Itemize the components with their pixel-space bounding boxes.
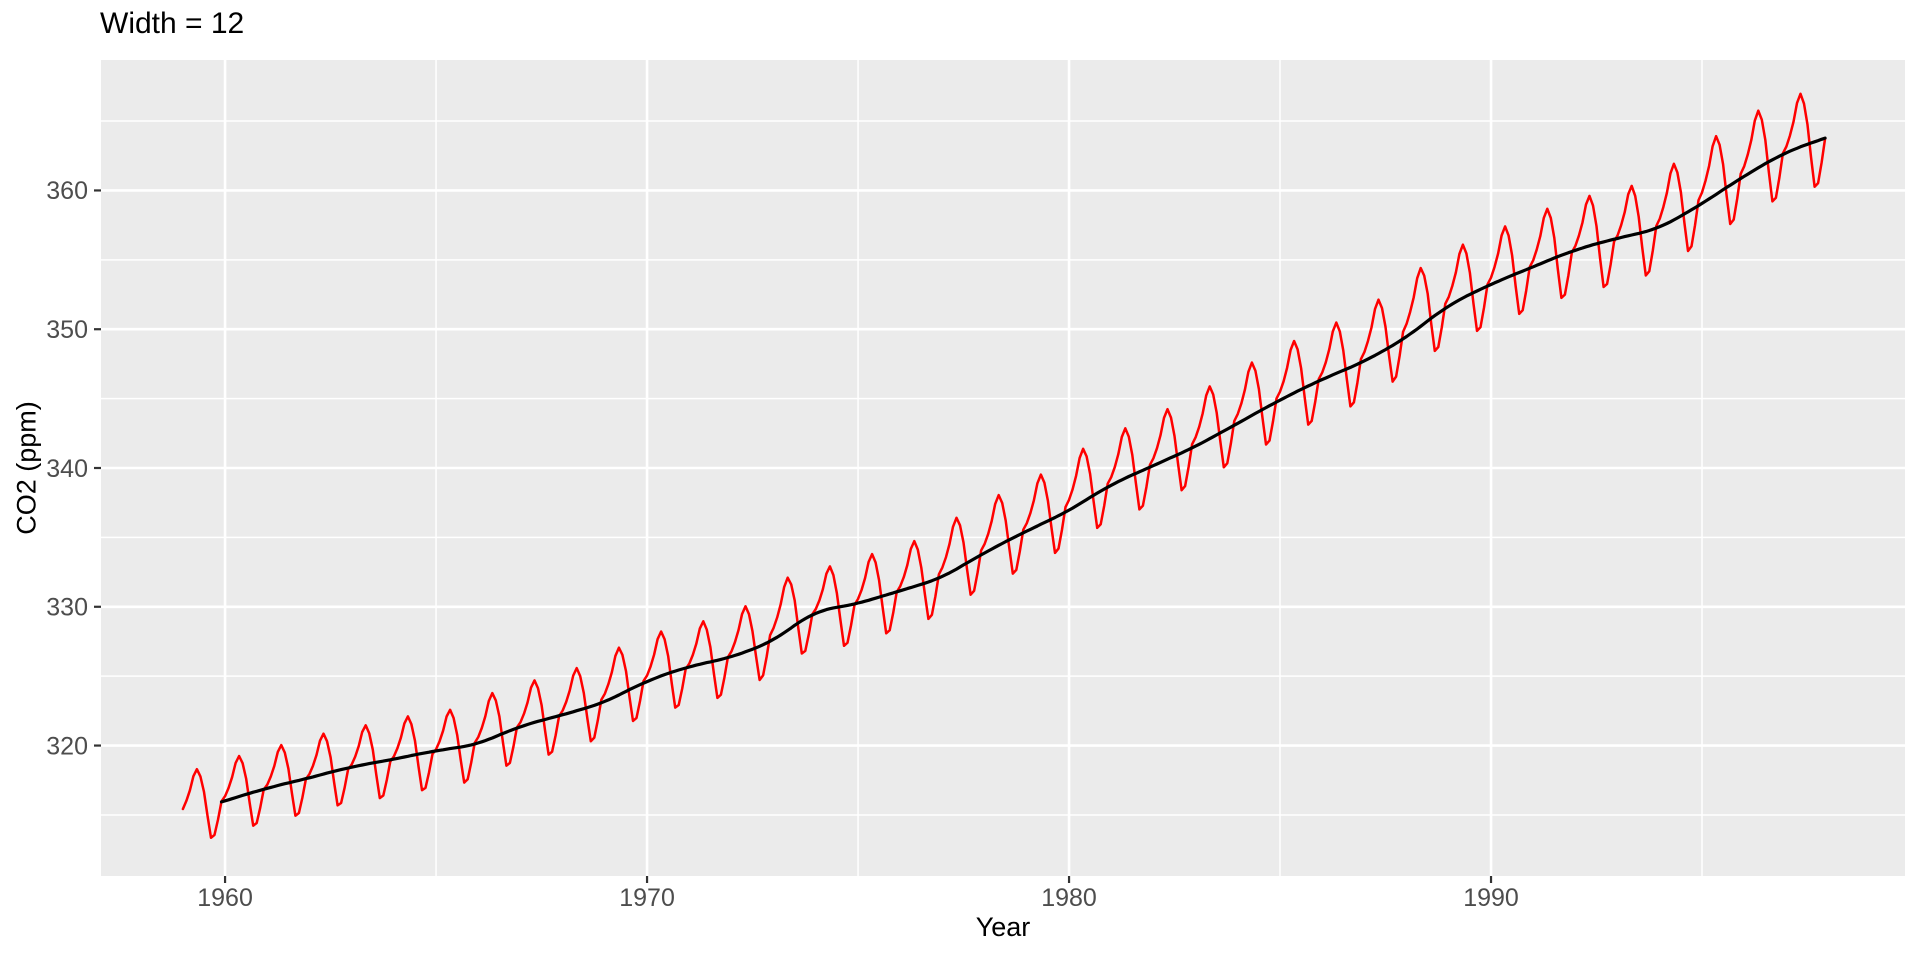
y-tick-label: 330 xyxy=(46,594,88,622)
monthly-co2-line xyxy=(181,92,1827,840)
x-tick-label: 1990 xyxy=(1463,884,1519,912)
y-tick-label: 320 xyxy=(46,732,88,760)
x-tick-label: 1970 xyxy=(619,884,675,912)
y-tick-label: 360 xyxy=(46,177,88,205)
y-tick-label: 350 xyxy=(46,316,88,344)
rolling-mean-line xyxy=(219,136,1827,804)
y-tick-label: 340 xyxy=(46,455,88,483)
x-axis-title: Year xyxy=(975,912,1031,942)
y-axis-title: CO2 (ppm) xyxy=(11,401,42,535)
plot-title: Width = 12 xyxy=(100,7,245,40)
x-tick-label: 1960 xyxy=(197,884,253,912)
x-tick-label: 1980 xyxy=(1041,884,1097,912)
